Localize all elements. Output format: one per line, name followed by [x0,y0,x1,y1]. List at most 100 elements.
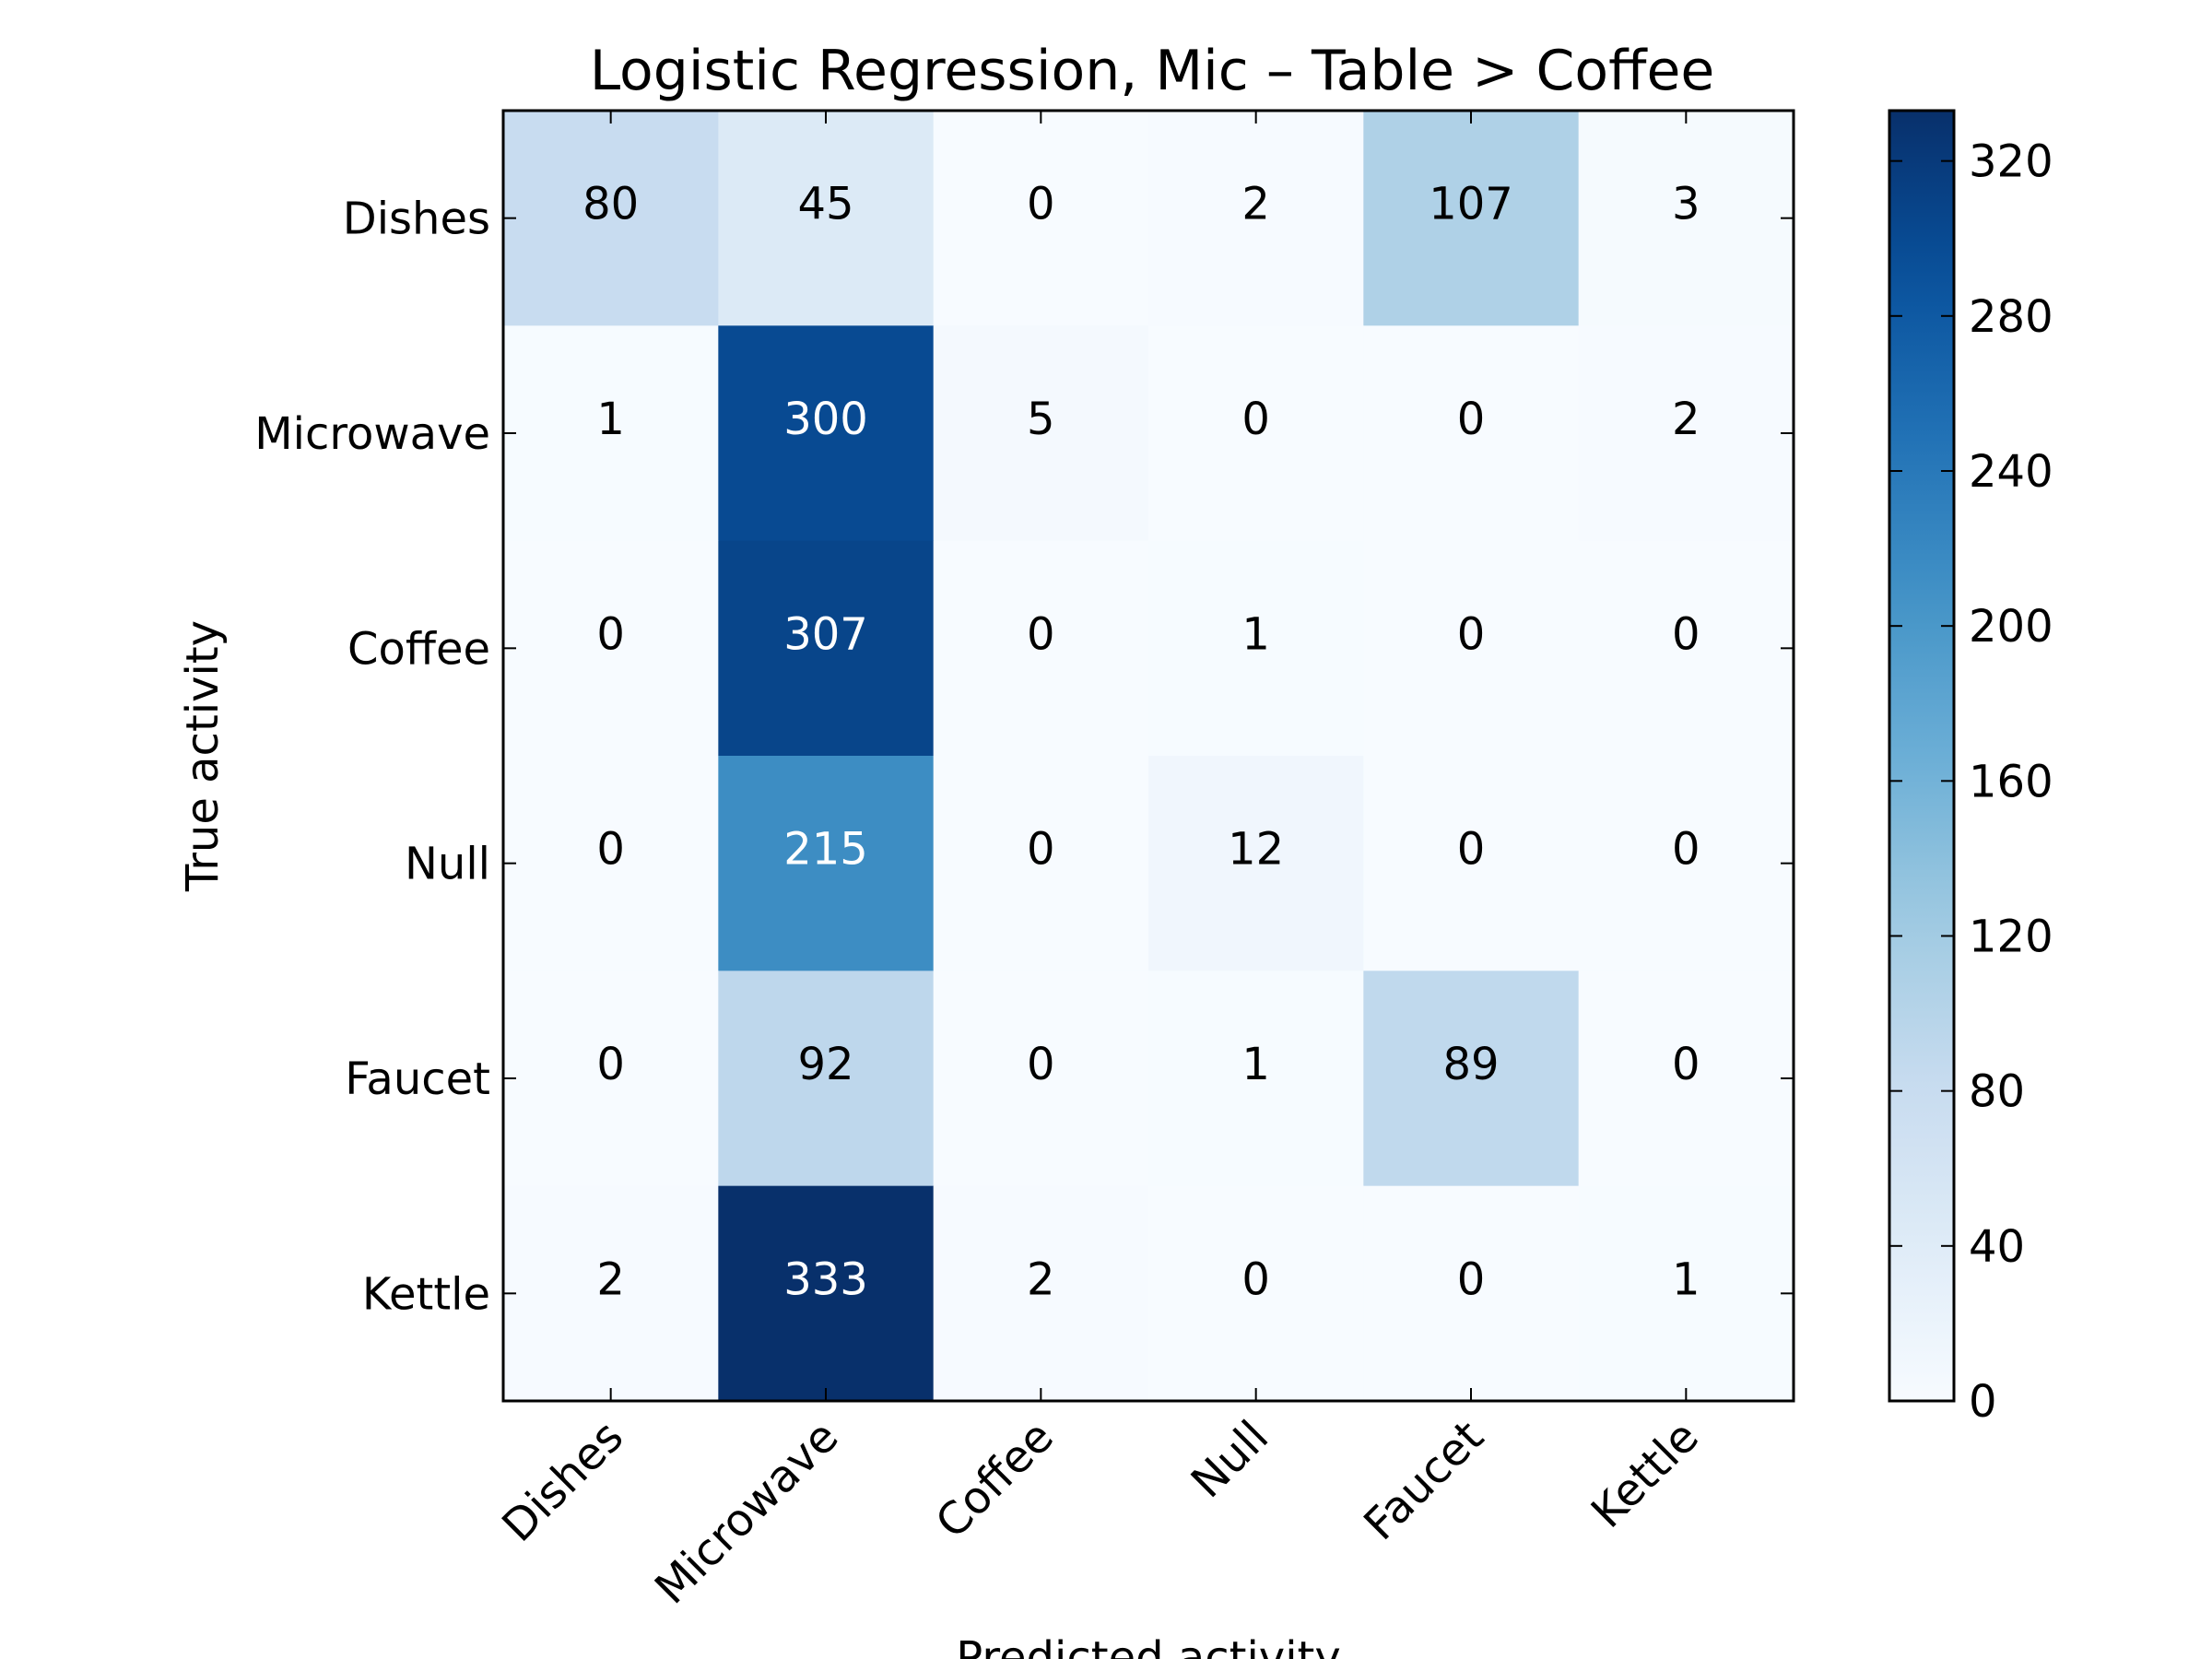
heatmap-cell [718,111,935,326]
cell-value-label: 0 [596,1039,625,1090]
cell-value-label: 80 [582,179,639,230]
y-tick-label: Kettle [362,1268,490,1320]
cell-value-label: 1 [1672,1253,1700,1305]
cell-value-label: 1 [1241,608,1270,660]
cell-value-label: 2 [1241,179,1270,230]
heatmap-cell [1578,111,1794,326]
heatmap-cell [933,1185,1149,1402]
heatmap-cell [1148,756,1364,971]
heatmap-cell [718,756,935,971]
cell-value-label: 45 [797,179,853,230]
cell-value-label: 0 [1241,394,1270,445]
cell-value-label: 0 [1027,824,1055,876]
heatmap-cell [1578,756,1794,971]
cell-value-label: 2 [596,1253,625,1305]
heatmap-cell [1148,971,1364,1187]
cell-value-label: 300 [783,394,868,445]
colorbar-tick-label: 200 [1969,601,2053,653]
cell-value-label: 12 [1228,824,1284,876]
y-tick-label: Dishes [343,194,490,245]
heatmap-cell [1363,325,1580,542]
colorbar-tick-label: 240 [1969,446,2053,498]
cell-value-label: 89 [1442,1039,1499,1090]
colorbar [1888,109,1956,1403]
heatmap-cell [1148,325,1364,542]
colorbar-tick-label: 0 [1969,1376,1997,1428]
heatmap-cell [1578,971,1794,1187]
heatmap-cell [718,325,935,542]
cell-value-label: 0 [1672,824,1700,876]
heatmap-cell [503,971,719,1187]
cell-value-label: 2 [1672,394,1700,445]
x-tick-label: Coffee [926,1411,1064,1548]
heatmap-cell [718,971,935,1187]
colorbar-tick-label: 120 [1969,911,2053,962]
y-tick-label: Microwave [254,408,490,460]
cell-value-label: 1 [596,394,625,445]
heatmap-cell [1363,756,1580,971]
heatmap-cell [1363,540,1580,757]
heatmap-cell [1578,540,1794,757]
cell-value-label: 1 [1241,1039,1270,1090]
x-tick-label: Faucet [1354,1411,1493,1550]
chart-title: Logistic Regression, Mic – Table > Coffe… [590,39,1715,103]
cell-value-label: 0 [1457,608,1486,660]
cell-value-label: 0 [1241,1253,1270,1305]
heatmap-cell [933,971,1149,1187]
y-tick-label: Null [405,839,490,890]
x-tick-label: Dishes [492,1411,633,1552]
cell-value-label: 0 [1027,608,1055,660]
heatmap-cell [503,540,719,757]
x-axis-label: Predicted activity [956,1632,1341,1659]
cell-value-label: 333 [783,1253,868,1305]
cell-value-label: 5 [1027,394,1055,445]
x-tick-label: Kettle [1582,1411,1709,1538]
x-tick-label: Microwave [645,1411,848,1614]
y-tick-label: Coffee [347,623,490,675]
cell-value-label: 0 [1027,179,1055,230]
heatmap-cell [718,1185,935,1402]
cell-value-label: 0 [1457,824,1486,876]
cell-value-label: 0 [1672,1039,1700,1090]
heatmap-cell [1148,540,1364,757]
colorbar-tick-label: 80 [1969,1066,2025,1118]
colorbar-tick-label: 320 [1969,136,2053,188]
cell-value-label: 3 [1672,179,1700,230]
cell-value-label: 307 [783,608,868,660]
cell-value-label: 0 [1457,1253,1486,1305]
heatmap-cell [1578,1185,1794,1402]
cell-value-label: 0 [1027,1039,1055,1090]
heatmap-cell-values: 80 45 0 2 107 31 300 5 0 0 20 307 0 1 0 00 215 0 12 0 00 92 0 1… [582,179,1700,1306]
heatmap-cell [503,325,719,542]
colorbar-tick-label: 40 [1969,1221,2025,1273]
cell-value-label: 92 [797,1039,853,1090]
heatmap-cell [503,756,719,971]
cell-value-label: 107 [1429,179,1513,230]
heatmap-cells [503,111,1794,1402]
cell-value-label: 0 [596,824,625,876]
x-tick-label: Null [1182,1411,1278,1508]
heatmap-cell [1578,325,1794,542]
colorbar-ticks: 0 40 80 120 160 200 240 280 320 [1889,136,2053,1428]
heatmap-cell [1363,1185,1580,1402]
heatmap-cell [933,540,1149,757]
heatmap-cell [933,756,1149,971]
heatmap-cell [718,540,935,757]
heatmap-cell [503,1185,719,1402]
colorbar-tick-label: 160 [1969,756,2053,807]
heatmap-cell [933,111,1149,326]
y-axis-label: True activity [177,620,229,892]
plot-frame [501,109,1795,1403]
heatmap-cell [1363,971,1580,1187]
y-tick-label: Faucet [345,1053,490,1105]
y-axis-ticks: Dishes Microwave Coffee Null Faucet Kettle [254,194,1794,1320]
heatmap-cell [933,325,1149,542]
cell-value-label: 0 [1672,608,1700,660]
cell-value-label: 0 [596,608,625,660]
cell-value-label: 2 [1027,1253,1055,1305]
heatmap-cell [503,111,719,326]
colorbar-tick-label: 280 [1969,291,2053,343]
heatmap-cell [1363,111,1580,326]
cell-value-label: 215 [783,824,868,876]
